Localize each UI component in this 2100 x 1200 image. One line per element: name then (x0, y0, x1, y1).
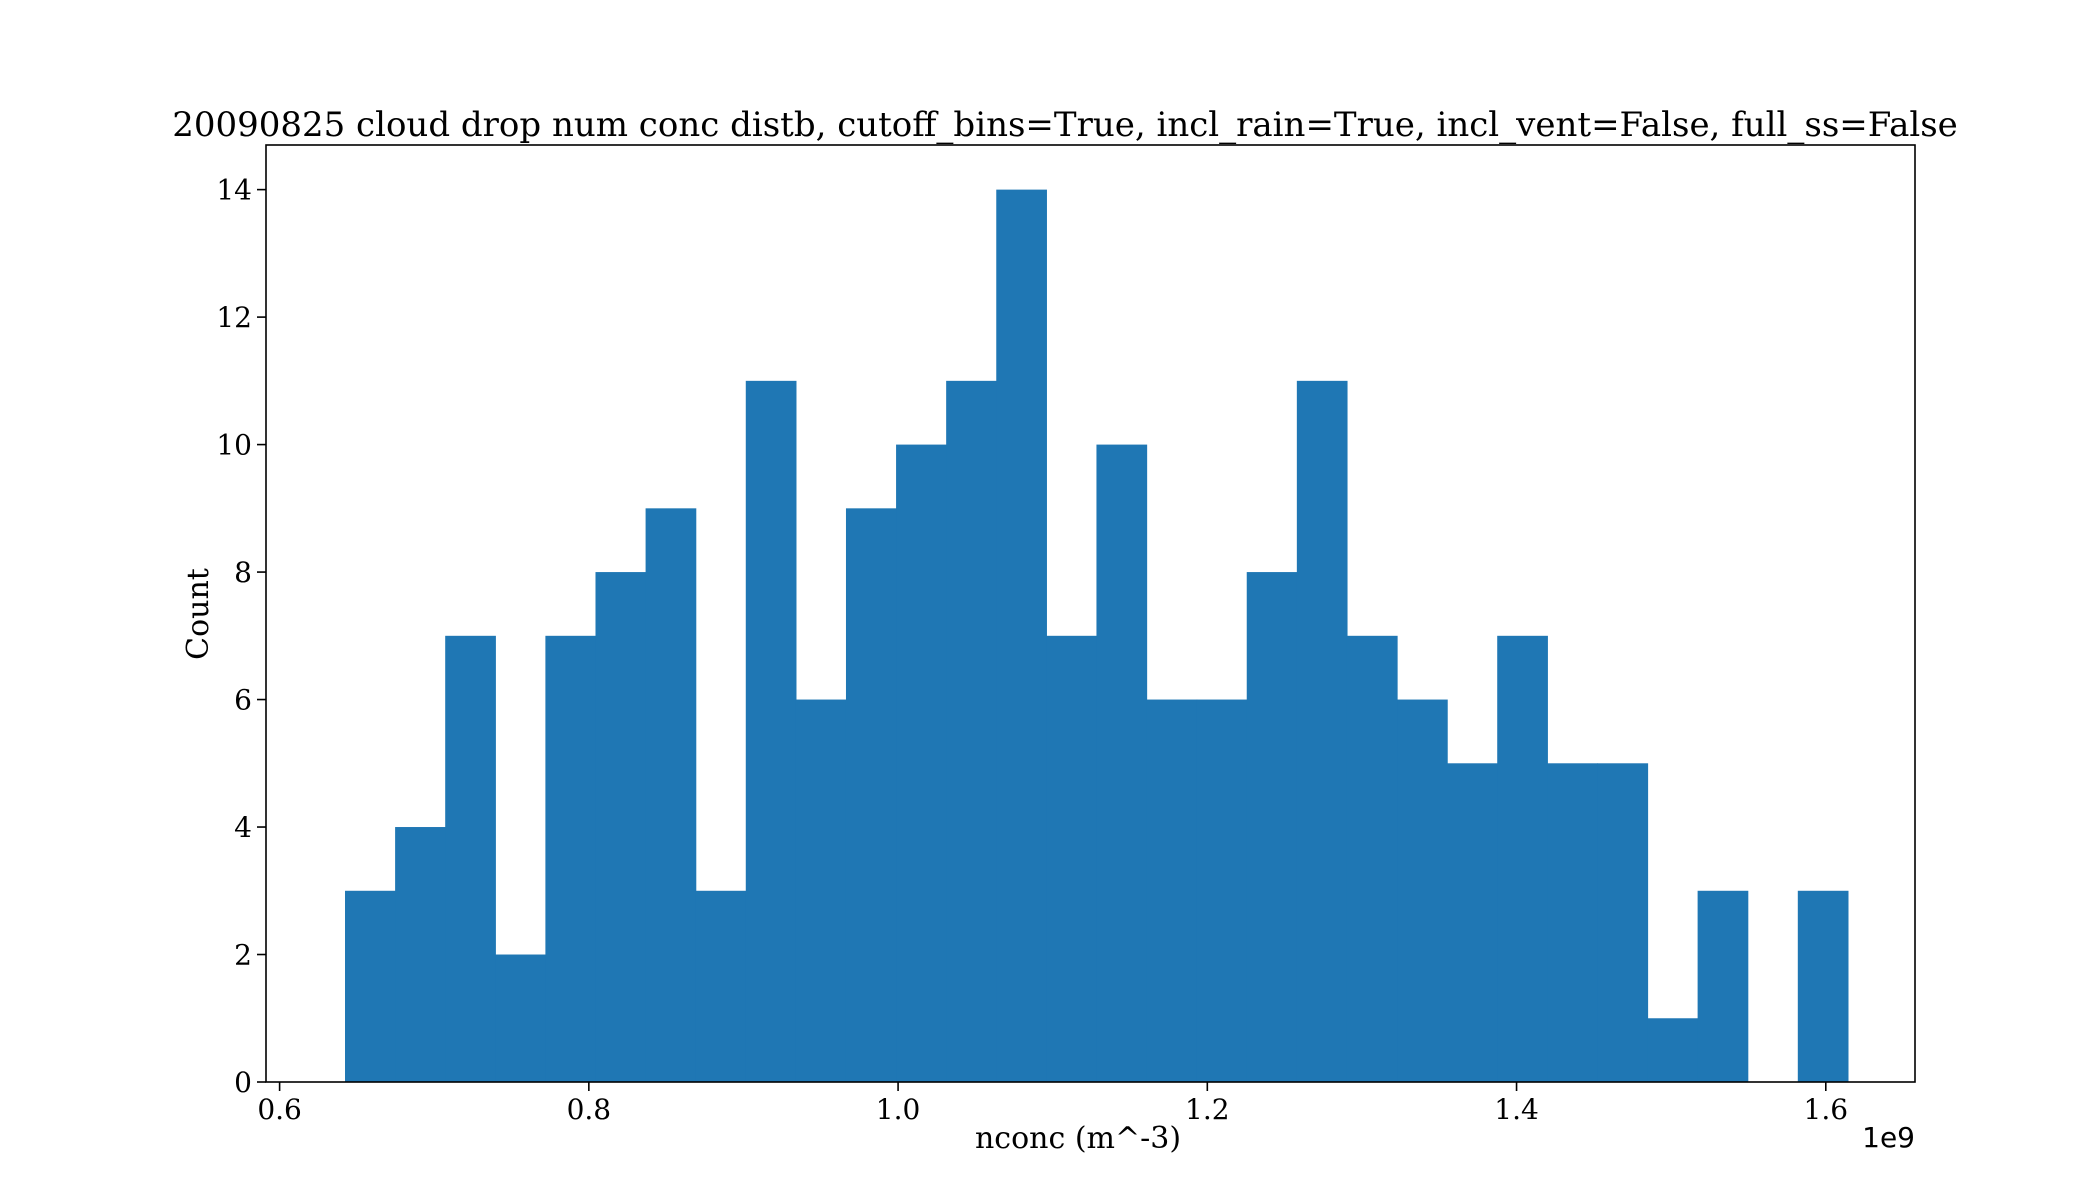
histogram-bar (1096, 444, 1148, 1083)
histogram-bar (1296, 380, 1348, 1083)
histogram-bar (1647, 1018, 1699, 1082)
histogram-bar (795, 699, 847, 1082)
histogram-bar (1547, 763, 1599, 1082)
y-axis: 0 2 4 6 8 10 12 14 (216, 174, 266, 1099)
histogram-bar (1346, 635, 1398, 1082)
histogram-bar (1196, 699, 1248, 1082)
x-tick-label: 0.6 (257, 1093, 302, 1126)
x-axis-label: nconc (m^-3) (975, 1121, 1181, 1156)
histogram-bar (1447, 763, 1498, 1082)
histogram-bar (595, 572, 647, 1082)
x-tick-label: 0.8 (567, 1093, 612, 1126)
histogram-bar (946, 380, 997, 1083)
histogram-bar (1146, 699, 1198, 1082)
histogram-bar (1497, 635, 1548, 1082)
y-tick-label: 12 (216, 301, 252, 334)
histogram-bar (996, 189, 1047, 1082)
histogram-bar (1597, 763, 1649, 1082)
y-tick-label: 6 (234, 684, 252, 717)
x-axis-offset-label: 1e9 (1862, 1121, 1915, 1154)
histogram-bar (445, 635, 496, 1082)
y-tick-label: 8 (234, 556, 252, 589)
histogram-bar (745, 380, 797, 1083)
x-tick-label: 1.2 (1185, 1093, 1230, 1126)
y-tick-label: 14 (216, 174, 252, 207)
chart-title: 20090825 cloud drop num conc distb, cuto… (172, 105, 1958, 145)
histogram-bar (695, 890, 747, 1082)
histogram-bar (545, 635, 597, 1082)
histogram-bar (345, 890, 396, 1082)
x-axis: 0.6 0.8 1.0 1.2 1.4 1.6 (257, 1082, 1848, 1126)
y-tick-label: 2 (234, 939, 252, 972)
y-axis-label: Count (181, 568, 216, 660)
histogram-bar (395, 827, 446, 1082)
y-tick-label: 0 (234, 1066, 252, 1099)
x-tick-label: 1.0 (876, 1093, 921, 1126)
y-tick-label: 4 (234, 811, 252, 844)
histogram-bar (896, 444, 947, 1083)
x-tick-label: 1.4 (1494, 1093, 1539, 1126)
histogram-bar (1246, 572, 1298, 1082)
histogram-bar (845, 508, 897, 1083)
plot-frame (265, 144, 1916, 1083)
histogram-bar (1397, 699, 1448, 1082)
histogram-bar (495, 954, 546, 1082)
histogram-bar (1697, 890, 1749, 1082)
histogram-bar (1797, 890, 1849, 1082)
x-tick-label: 1.6 (1804, 1093, 1849, 1126)
histogram-bars (345, 189, 1849, 1083)
y-tick-label: 10 (216, 429, 252, 462)
histogram-bar (645, 508, 697, 1083)
histogram-bar (1046, 635, 1098, 1082)
